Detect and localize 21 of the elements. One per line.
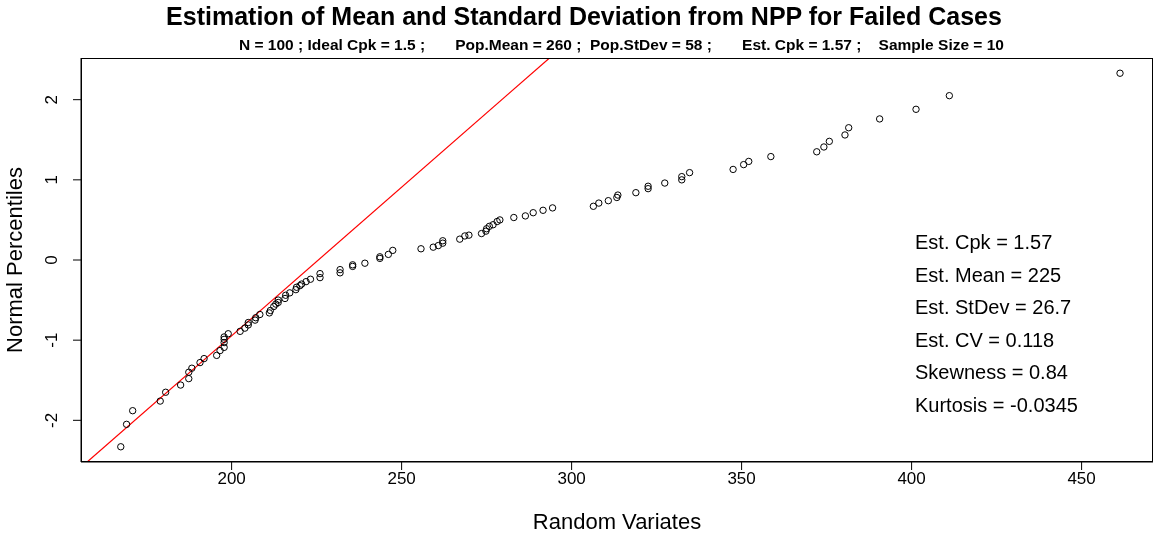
x-axis-title: Random Variates (532, 509, 702, 534)
x-tick-label: 300 (557, 469, 586, 489)
x-tick-label: 400 (897, 469, 926, 489)
y-tick-label: -2 (42, 412, 61, 428)
annotation: Est. CV = 0.118 (915, 327, 1056, 353)
y-tick-label: 0 (42, 255, 61, 265)
y-tick-label: 1 (42, 175, 61, 185)
y-tick-label: 2 (42, 94, 61, 105)
x-tick-label: 350 (727, 469, 756, 489)
x-tick-label: 450 (1067, 469, 1096, 489)
chart-subtitle: N = 100 ; Ideal Cpk = 1.5 ; Pop.Mean = 260 ; Pop.StDev = 58 ; Est. Cpk = 1.57 ; Sample Size = 10 (238, 36, 1005, 54)
annotation: Kurtosis = -0.0345 (915, 392, 1078, 418)
chart-title: Estimation of Mean and Standard Deviation from NPP for Failed Cases (165, 2, 1003, 31)
annotation: Est. StDev = 26.7 (915, 295, 1073, 320)
y-axis-title: Normal Percentiles (1, 167, 27, 353)
x-tick-label: 200 (217, 469, 246, 489)
x-tick-label: 250 (387, 469, 416, 489)
y-tick-label: -1 (42, 332, 61, 348)
annotation: Skewness = 0.84 (915, 360, 1069, 385)
annotation: Est. Cpk = 1.57 (915, 230, 1054, 255)
annotation: Est. Mean = 225 (915, 262, 1063, 288)
